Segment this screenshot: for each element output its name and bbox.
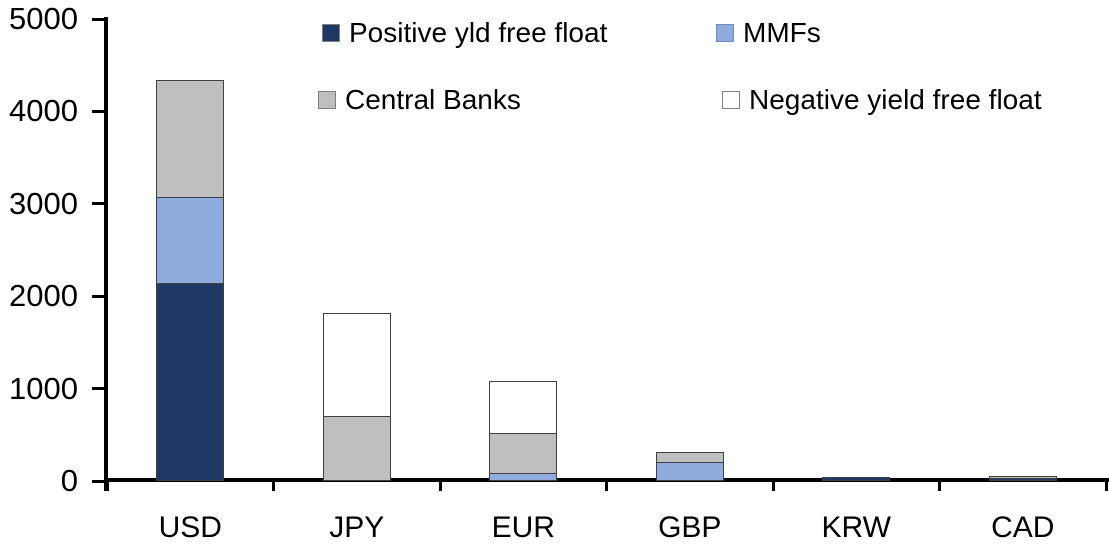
x-axis-tick [605,478,608,491]
legend-item-negative-yield-free-float: Negative yield free float [722,86,1042,114]
y-axis-tick-label: 2000 [9,278,78,314]
y-axis-tick-label: 1000 [9,370,78,406]
y-axis-tick [92,202,105,206]
legend-swatch-negative-yield-free-float [722,91,740,109]
legend-swatch-positive-yld-free-float [322,24,340,42]
y-axis [104,17,108,491]
x-axis-category-label: EUR [491,511,555,544]
y-axis-tick-label: 4000 [9,93,78,129]
x-axis-tick [438,478,442,491]
y-axis-tick-label: 0 [60,463,78,498]
x-axis-tick [105,478,109,491]
x-axis-category-label: CAD [991,511,1055,544]
legend-label: MMFs [743,17,821,48]
y-axis-tick [92,479,105,483]
y-axis-tick [92,294,105,298]
y-axis-tick [92,109,105,113]
segment-gbp-mmfs [655,461,724,481]
bar-cad [988,476,1057,481]
legend-label: Negative yield free float [749,84,1042,115]
bar-usd [156,80,225,481]
bar-jpy [322,312,391,481]
y-axis-tick [92,387,105,391]
x-axis-tick [272,478,275,491]
x-axis-category-label: USD [158,511,222,544]
x-axis-category-label: KRW [821,511,891,544]
segment-jpy-negative-yield-free-float [322,312,391,418]
x-axis-category-label: JPY [329,511,385,544]
y-axis-tick [92,17,105,21]
legend-item-positive-yld-free-float: Positive yld free float [322,19,607,47]
bar-gbp [655,451,724,481]
x-axis-tick [771,478,775,491]
segment-usd-mmfs [156,197,225,285]
bar-krw [822,476,891,481]
legend-swatch-mmfs [716,24,734,42]
segment-cad-positive-yld-free-float [988,477,1057,481]
segment-eur-mmfs [489,472,558,481]
segment-krw-positive-yld-free-float [822,476,891,481]
x-axis-tick [1104,478,1108,491]
legend-item-mmfs: MMFs [716,19,821,47]
segment-eur-central-banks [489,433,558,474]
x-axis-category-label: GBP [658,511,722,544]
segment-usd-positive-yld-free-float [156,283,225,481]
legend-label: Central Banks [345,84,521,115]
y-axis-tick-label: 3000 [9,185,78,221]
legend-swatch-central-banks [318,91,336,109]
legend-label: Positive yld free float [349,17,608,48]
y-axis-tick-label: 5000 [9,1,78,36]
segment-jpy-central-banks [322,416,391,481]
bar-eur [489,381,558,481]
segment-eur-negative-yield-free-float [489,381,558,435]
legend-item-central-banks: Central Banks [318,86,521,114]
x-axis-tick [938,478,941,491]
segment-usd-central-banks [156,80,225,199]
